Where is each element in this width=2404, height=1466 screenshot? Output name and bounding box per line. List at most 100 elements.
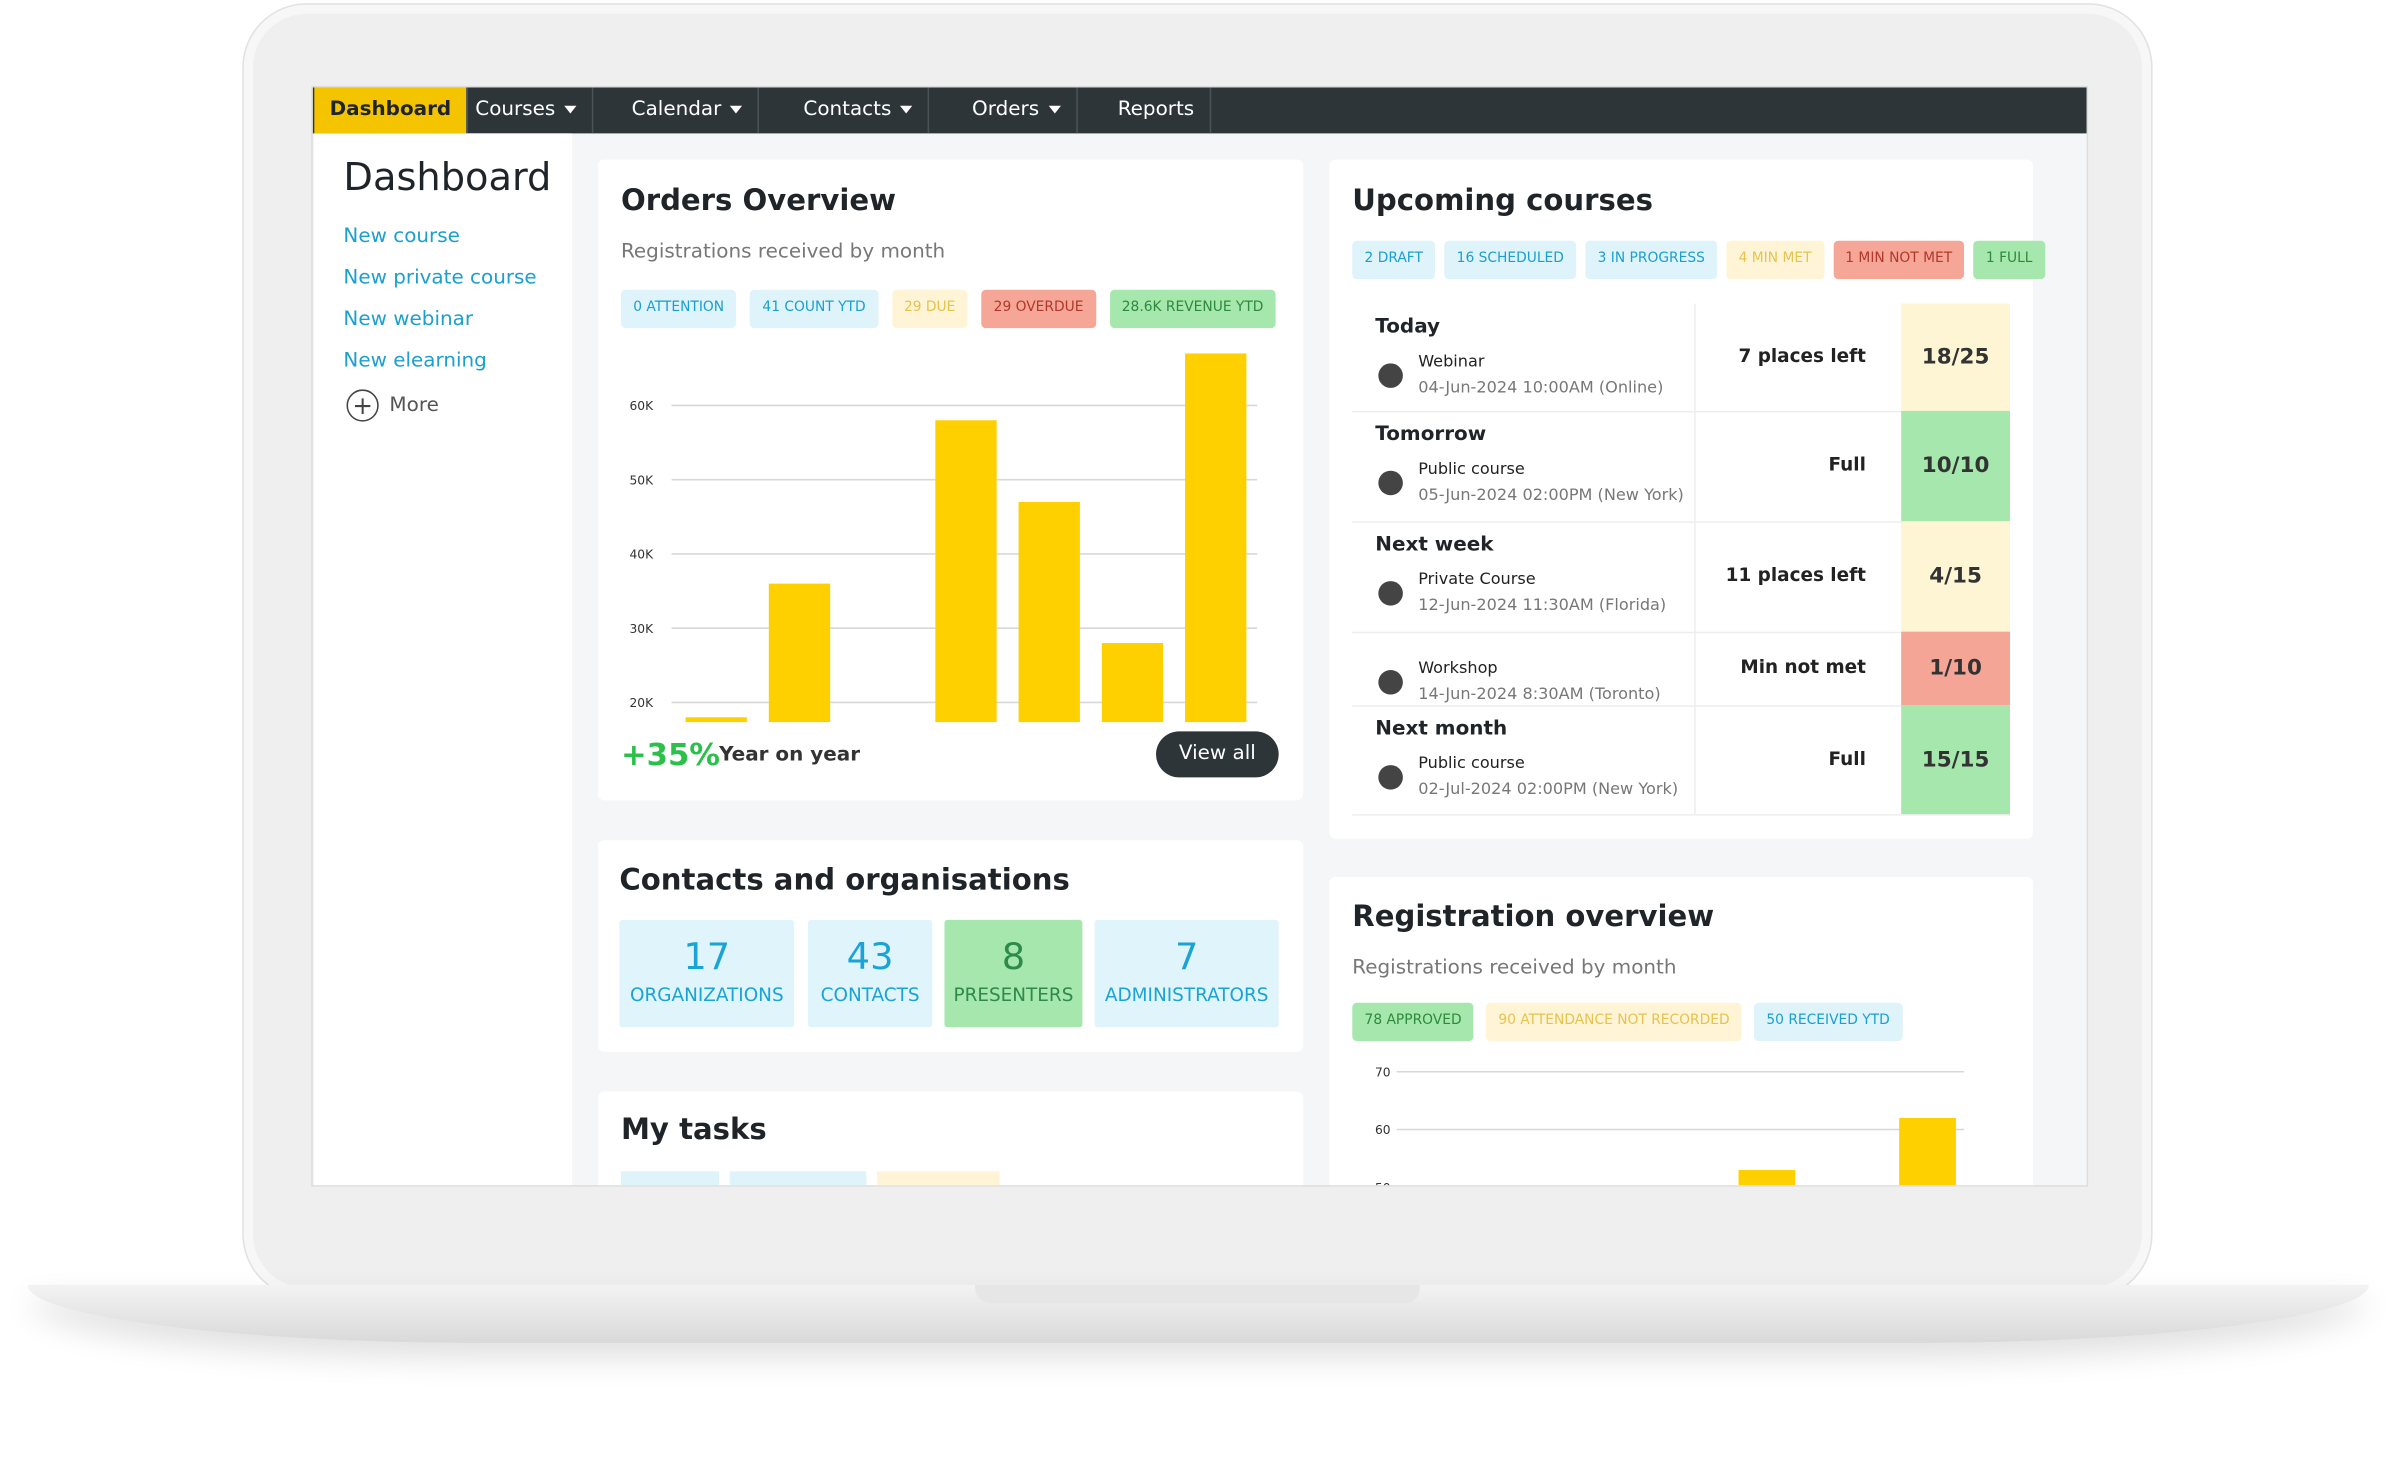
- course-count: 18/25: [1901, 303, 2011, 411]
- badge: 50 RECEIVED YTD: [1754, 1002, 1902, 1042]
- registration-card: Registration overview Registrations rece…: [1329, 876, 2034, 1186]
- nav-item[interactable]: Reports: [1102, 87, 1212, 134]
- row-group: Today: [1375, 315, 1441, 339]
- badge: 1 FULL: [1973, 240, 2045, 280]
- stat-box: 7 ADMINISTRATORS: [1094, 919, 1279, 1028]
- course-row[interactable]: Today Webinar 04-Jun-2024 10:00AM (Online)…: [1352, 303, 2011, 413]
- badge: 28.6K REVENUE YTD: [1109, 289, 1276, 329]
- bar: [1018, 501, 1080, 723]
- nav-item[interactable]: Calendar: [616, 87, 760, 134]
- tasks-card: My tasks: [597, 1091, 1304, 1186]
- nav-item[interactable]: Courses: [460, 87, 594, 134]
- bar: [685, 717, 747, 723]
- y-tick-label: 20K: [630, 696, 655, 710]
- course-row[interactable]: Next week Private Course 12-Jun-2024 11:30…: [1352, 521, 2011, 634]
- sidebar-link[interactable]: New elearning: [343, 349, 487, 373]
- badge: 0 ATTENTION: [620, 289, 737, 329]
- course-icon: [1378, 470, 1403, 496]
- nav-label: Calendar: [631, 98, 722, 122]
- badge: 1 MIN NOT MET: [1832, 240, 1965, 280]
- caret: [730, 105, 743, 114]
- row-group: Next month: [1375, 717, 1508, 741]
- col-sep: [1694, 521, 1696, 632]
- badge: 78 APPROVED: [1352, 1002, 1474, 1042]
- stat-box: 43 CONTACTS: [807, 919, 933, 1028]
- y-tick-label: 60: [1375, 1123, 1391, 1137]
- course-row[interactable]: Workshop 14-Jun-2024 8:30AM (Toronto) Min …: [1352, 631, 2011, 707]
- col-sep: [1694, 705, 1696, 815]
- course-status: Full: [1828, 453, 1866, 476]
- badge: 29 DUE: [891, 289, 968, 329]
- stat-box: 17 ORGANIZATIONS: [619, 919, 795, 1028]
- course-name: Webinar: [1418, 352, 1485, 372]
- badge: 16 SCHEDULED: [1444, 240, 1577, 280]
- badge-row: 0 ATTENTION 41 COUNT YTD 29 DUE 29 OVERDUE 2…: [620, 289, 1276, 329]
- card-title: Orders Overview: [620, 183, 897, 218]
- card-subtitle: Registrations received by month: [1352, 956, 1677, 980]
- row-group: Next week: [1375, 533, 1494, 557]
- y-tick-label: 50K: [630, 473, 655, 487]
- card-subtitle: Registrations received by month: [620, 240, 946, 264]
- caret: [900, 105, 913, 114]
- course-name: Workshop: [1418, 659, 1498, 678]
- course-count: 10/10: [1901, 410, 2011, 522]
- badge: 3 IN PROGRESS: [1585, 240, 1718, 280]
- screen: Dashboard Courses Calendar Contacts Orders Re…: [311, 85, 2089, 1187]
- sidebar-link[interactable]: New course: [343, 225, 460, 249]
- orders-card: Orders Overview Registrations received b…: [597, 159, 1304, 801]
- bar: [1101, 643, 1164, 723]
- nav-label: Dashboard: [329, 98, 452, 122]
- stat-value: 43: [846, 935, 894, 979]
- course-count: 15/15: [1901, 705, 2011, 815]
- row-group: Tomorrow: [1375, 423, 1487, 447]
- course-date: 05-Jun-2024 02:00PM (New York): [1418, 486, 1684, 505]
- course-count: 4/15: [1901, 521, 2011, 632]
- more-icon[interactable]: +: [346, 389, 379, 422]
- card-title: My tasks: [620, 1113, 767, 1147]
- laptop-notch: [975, 1284, 1420, 1304]
- course-table: Today Webinar 04-Jun-2024 10:00AM (Online)…: [1352, 303, 2011, 816]
- caret: [1048, 105, 1061, 114]
- badge: 2 DRAFT: [1352, 240, 1436, 280]
- nav-item[interactable]: Orders: [957, 87, 1078, 134]
- nav-label: Courses: [475, 98, 556, 122]
- col-sep: [1694, 303, 1696, 411]
- badge-row: 2 DRAFT 16 SCHEDULED 3 IN PROGRESS 4 MIN ME…: [1352, 240, 2045, 280]
- course-date: 14-Jun-2024 8:30AM (Toronto): [1418, 685, 1661, 704]
- nav-bar: Dashboard Courses Calendar Contacts Orders Re…: [312, 87, 2087, 134]
- growth: +35%: [620, 735, 721, 773]
- badge: 29 OVERDUE: [981, 289, 1096, 329]
- sidebar-link[interactable]: New private course: [343, 266, 537, 290]
- caret: [564, 105, 577, 114]
- y-tick-label: 40K: [630, 548, 655, 562]
- col-sep: [1694, 631, 1696, 706]
- course-row[interactable]: Next month Public course 02-Jul-2024 02:00…: [1352, 705, 2011, 816]
- course-icon: [1378, 670, 1403, 695]
- stat-box: 8 PRESENTERS: [944, 919, 1083, 1028]
- badge: 41 COUNT YTD: [750, 289, 878, 329]
- course-row[interactable]: Tomorrow Public course 05-Jun-2024 02:00PM…: [1352, 410, 2011, 523]
- nav-label: Orders: [972, 98, 1040, 122]
- sidebar-link[interactable]: New webinar: [343, 308, 474, 332]
- nav-item[interactable]: Dashboard: [314, 87, 469, 134]
- orders-chart: 10K20K30K40K50K60K70KDecJanFebMarAprMayJ…: [630, 353, 1258, 723]
- bar: [768, 583, 831, 723]
- course-date: 04-Jun-2024 10:00AM (Online): [1418, 378, 1664, 398]
- bar: [1185, 353, 1247, 723]
- y-tick-label: 60K: [630, 399, 655, 413]
- stat-label: ORGANIZATIONS: [629, 984, 784, 1006]
- course-count: 1/10: [1901, 631, 2011, 706]
- badge-row: 78 APPROVED 90 ATTENDANCE NOT RECORDED 50 …: [1352, 1002, 1902, 1042]
- contacts-card: Contacts and organisations 17 ORGANIZATIO…: [597, 840, 1304, 1052]
- stat-value: 7: [1174, 935, 1199, 979]
- y-tick-label: 70: [1375, 1065, 1391, 1079]
- course-status: 7 places left: [1738, 344, 1866, 367]
- course-icon: [1378, 765, 1403, 790]
- view-all-button[interactable]: View all: [1156, 731, 1279, 778]
- y-tick-label: 30K: [630, 622, 655, 636]
- badge: 90 ATTENDANCE NOT RECORDED: [1486, 1002, 1742, 1042]
- nav-item[interactable]: Contacts: [788, 87, 930, 134]
- card-title: Contacts and organisations: [619, 863, 1070, 897]
- more-link[interactable]: More: [389, 394, 439, 418]
